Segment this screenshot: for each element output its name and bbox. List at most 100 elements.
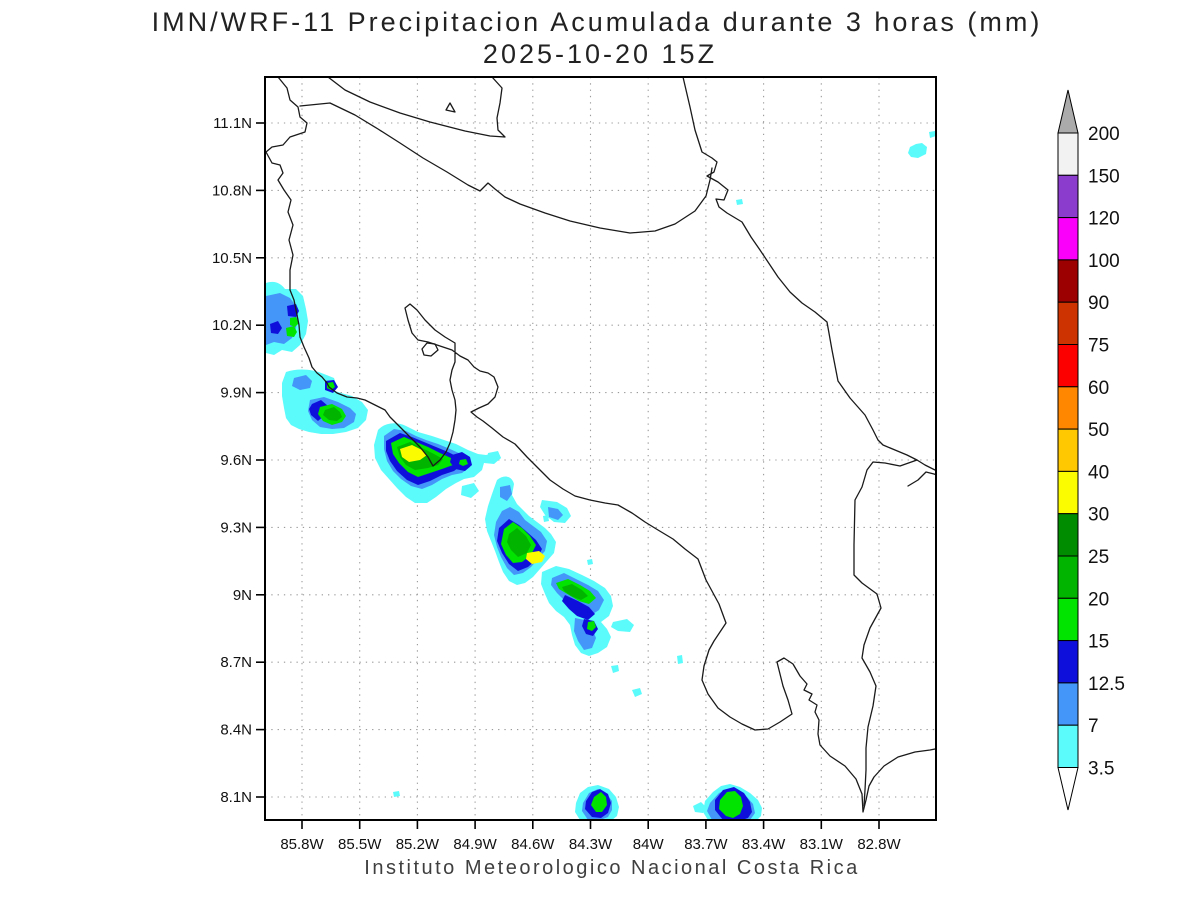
colorbar-box [1057,513,1079,557]
colorbar-box [1057,344,1079,388]
lat-tick-label: 8.4N [220,722,252,739]
precip-contour-brightgreen [719,791,743,818]
colorbar-label: 7 [1088,716,1099,737]
colorbar-label: 3.5 [1088,759,1114,780]
colorbar-box [1057,640,1079,684]
colorbar-box [1057,174,1079,219]
lat-tick-label: 8.1N [220,789,252,806]
lon-tick-label: 84.6W [511,836,555,853]
precip-contour-yellow [400,445,427,462]
precip-contour-blue [500,485,512,501]
figure-title-line1: IMN/WRF-11 Precipitacion Acumulada duran… [152,7,1043,37]
colorbar-box [1057,682,1079,726]
precip-contour-cyan [461,483,479,498]
colorbar-label: 150 [1088,166,1120,187]
precip-contour-brightgreen [591,792,607,812]
colorbar-box [1057,470,1079,515]
lon-tick-label: 84.3W [569,836,613,853]
precip-contour-cyan [929,131,936,138]
lon-tick-label: 84W [633,836,665,853]
coastline-path [853,459,918,807]
colorbar-label: 90 [1088,293,1109,314]
map-frame [264,76,937,821]
gridlines [265,77,936,820]
precip-contour-brightgreen [327,382,335,390]
precip-contour-darkblue [562,595,595,620]
precip-contour-cyan [632,688,642,697]
precip-contour-cyan [693,802,706,813]
colorbar-label: 120 [1088,209,1120,230]
coastline-path [421,342,439,357]
figure-caption: Instituto Meteorologico Nacional Costa R… [364,857,859,879]
lon-tick-label: 83.4W [742,836,786,853]
colorbar-label: 40 [1088,462,1109,483]
figure-title-line2: 2025-10-20 15Z [483,39,717,69]
colorbar-box [1057,386,1079,430]
precip-contour-cyan [677,655,683,664]
lon-tick-label: 82.8W [857,836,901,853]
lat-tick-label: 11.1N [213,115,252,132]
precip-contour-cyan [487,451,501,463]
coastline-path [445,102,456,113]
precip-contour-cyan [587,559,593,565]
precip-contour-blue [548,507,563,520]
colorbar-label: 15 [1088,632,1109,653]
colorbar-label: 25 [1088,547,1109,568]
precip-contour-darkblue [270,321,282,334]
lat-tick-label: 10.5N [212,250,252,267]
colorbar-label: 60 [1088,378,1109,399]
coastline-path [299,102,713,234]
colorbar-box [1057,555,1079,599]
precip-contour-cyan [736,199,743,205]
precip-contour-green [323,407,342,421]
colorbar-box [1057,724,1079,769]
lon-tick-label: 85.5W [338,836,382,853]
precip-contour-brightgreen [459,459,468,466]
precip-contour-green [507,528,531,557]
lat-tick-label: 9.3N [220,519,252,536]
lat-tick-label: 9N [233,587,252,604]
colorbar-box [1057,259,1079,303]
colorbar-label: 75 [1088,336,1109,357]
colorbar-label: 100 [1088,251,1120,272]
lon-tick-label: 83.7W [684,836,728,853]
precip-contour-cyan [543,515,549,522]
precip-contour-blue [292,375,312,390]
lat-tick-label: 10.2N [212,317,252,334]
coastline-path [682,77,936,472]
colorbar-label: 12.5 [1088,674,1125,695]
colorbar-box [1057,428,1079,472]
precip-contour-brightgreen [290,317,299,327]
precip-contour-cyan [611,619,634,632]
axis-ticks [256,122,880,829]
coastline-path [265,77,936,813]
precip-contour-cyan [908,143,927,158]
colorbar-box [1057,597,1079,642]
lat-tick-label: 8.7N [220,654,252,671]
lat-tick-label: 10.8N [212,182,252,199]
lon-tick-label: 84.9W [453,836,497,853]
precipitation-shading [266,131,936,820]
colorbar-label: 200 [1088,124,1120,145]
lon-tick-label: 85.8W [280,836,324,853]
lon-tick-label: 83.1W [800,836,844,853]
colorbar-label: 20 [1088,589,1109,610]
coastlines [265,77,936,813]
colorbar-label: 50 [1088,420,1109,441]
colorbar-under-arrow [1057,767,1079,811]
coastline-path [907,471,936,487]
coastline-path [327,77,506,138]
lat-tick-label: 9.9N [220,385,252,402]
colorbar-over-arrow [1057,89,1079,134]
colorbar: 200 150 120 100 90 75 60 50 40 30 25 20 15 12.5 7 3.5 [1057,89,1125,811]
precip-contour-yellow [526,551,545,564]
colorbar-box [1057,217,1079,261]
precip-contour-green [562,584,588,600]
colorbar-label: 30 [1088,505,1109,526]
colorbar-box [1057,132,1079,176]
lat-tick-label: 9.6N [220,452,252,469]
colorbar-box [1057,301,1079,346]
precip-contour-brightgreen [587,621,596,631]
